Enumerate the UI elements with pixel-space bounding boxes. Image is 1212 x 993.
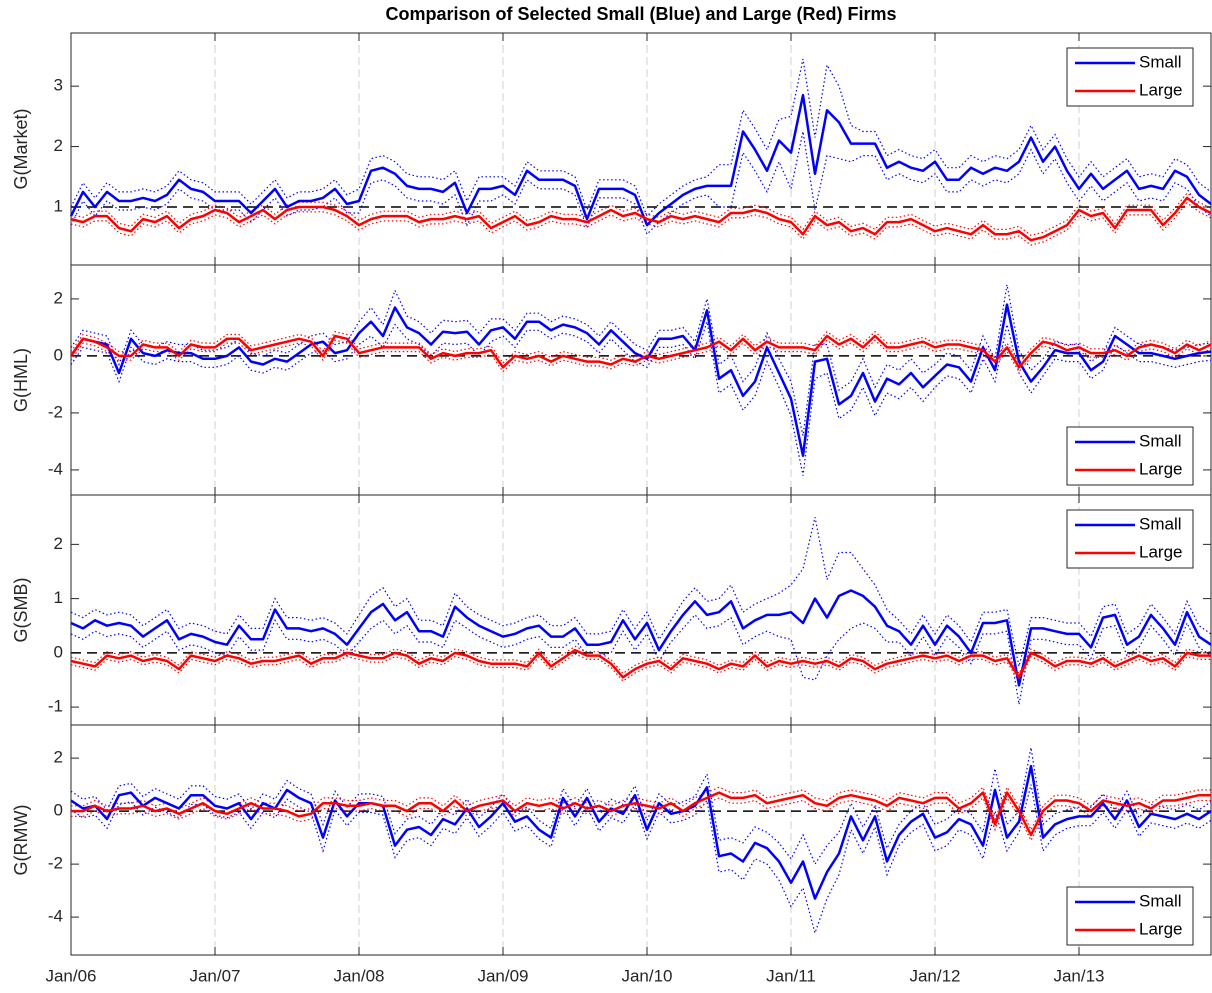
upper-band [70,58,1212,218]
legend-box [1066,47,1194,107]
y-axis-label: G(Market) [11,109,31,190]
lower-band [70,321,1212,476]
legend-label: Small [1139,891,1182,910]
axes-box [70,264,1212,496]
x-tick-label: Jan/10 [621,966,672,985]
lower-band [70,339,1212,373]
legend-label: Large [1139,80,1182,99]
series-line [69,334,1212,369]
lower-band [70,653,1211,683]
upper-band [70,330,1212,365]
legend-label: Large [1139,542,1182,561]
y-tick-label: 2 [54,288,63,307]
panel: Jan/06 Jan/07 Jan/08 Jan/09 Jan/10 Jan/11 Jan/… [11,724,1212,985]
axes-box [70,32,1212,266]
legend-label: Large [1139,459,1182,478]
lower-band [70,131,1212,236]
upper-band [70,747,1212,866]
series-line [70,196,1212,242]
y-tick-label: 2 [54,748,63,767]
x-tick-label: Jan/12 [909,966,960,985]
lower-band [70,613,1212,705]
panel: -4 -2 0 2 G(HML) Small Large [11,264,1212,496]
panel: 1 2 3 G(Market) Comparison of Selected Small… [11,4,1212,266]
legend-box [1066,509,1194,569]
series-line [71,791,1211,837]
y-tick-label: 3 [54,76,63,95]
axes-box [70,724,1212,956]
y-tick-label: 0 [54,345,63,364]
legend-label: Small [1139,514,1182,533]
y-tick-label: 0 [54,642,63,661]
panel: -1 0 1 2 G(SMB) Small Large [11,494,1212,726]
series-line [70,589,1212,687]
y-tick-label: 1 [54,196,63,215]
upper-band [70,517,1212,667]
y-axis-label: G(SMB) [11,578,31,643]
y-axis-label: G(RMW) [11,805,31,876]
y-tick-label: 2 [54,534,63,553]
x-tick-label: Jan/08 [333,966,384,985]
series-line [69,93,1212,227]
x-tick-label: Jan/07 [189,966,240,985]
chart-title: Comparison of Selected Small (Blue) and … [385,4,896,24]
x-tick-label: Jan/13 [1053,966,1104,985]
legend-box [1066,886,1194,946]
y-tick-label: -4 [48,907,63,926]
upper-band [70,192,1212,237]
legend-box [1066,426,1194,486]
y-tick-label: 2 [54,136,63,155]
upper-band [70,645,1211,675]
series-line [70,648,1211,679]
x-tick-label: Jan/06 [45,966,96,985]
lower-band [71,796,1211,842]
y-tick-label: 0 [54,801,63,820]
y-tick-label: -2 [48,402,63,421]
y-tick-label: -4 [48,459,63,478]
x-tick-label: Jan/11 [766,966,816,985]
series-line [69,303,1212,457]
axes-box [70,494,1212,726]
upper-band [70,284,1212,436]
legend-label: Large [1139,919,1182,938]
legend-label: Small [1139,52,1182,71]
y-tick-label: -2 [48,854,63,873]
y-tick-label: 1 [54,588,63,607]
x-tick-label: Jan/09 [477,966,528,985]
y-tick-label: -1 [48,697,63,716]
legend-label: Small [1139,431,1182,450]
y-axis-label: G(HML) [11,348,31,412]
